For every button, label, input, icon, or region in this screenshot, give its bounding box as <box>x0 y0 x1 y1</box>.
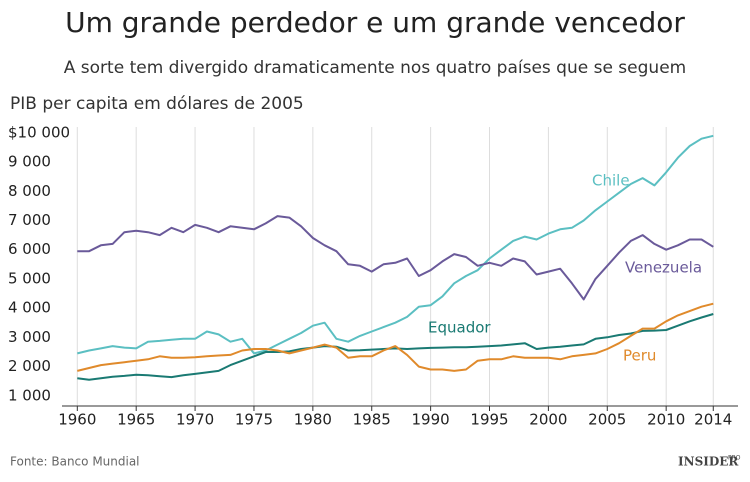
y-axis-label: PIB per capita em dólares de 2005 <box>10 94 304 114</box>
x-tick-label: 2010 <box>647 411 685 429</box>
series-label: Equador <box>428 319 491 337</box>
series-label: Peru <box>623 347 656 365</box>
y-tick-label: 4 000 <box>8 299 51 317</box>
line <box>77 302 714 372</box>
x-tick-label: 2000 <box>529 411 567 429</box>
line <box>77 134 714 355</box>
x-tick-label: 1975 <box>235 411 273 429</box>
x-tick-label: 1960 <box>58 411 96 429</box>
line <box>77 215 714 301</box>
y-tick-label: 2 000 <box>8 357 51 375</box>
series-label: Venezuela <box>625 259 702 277</box>
y-tick-label: 8 000 <box>8 182 51 200</box>
y-tick-label: 7 000 <box>8 211 51 229</box>
x-tick-label: 2014 <box>694 411 732 429</box>
y-tick-label: 6 000 <box>8 240 51 258</box>
logo: INSIDER <box>678 455 739 469</box>
line <box>77 313 714 381</box>
x-tick-label: 1980 <box>294 411 332 429</box>
x-tick-label: 1995 <box>470 411 508 429</box>
y-tick-label: $10 000 <box>8 123 70 141</box>
y-tick-label: 1 000 <box>8 386 51 404</box>
x-tick-label: 1970 <box>176 411 214 429</box>
logo-sub: PRO <box>728 455 741 462</box>
chart-title: Um grande perdedor e um grande vencedor <box>65 6 685 39</box>
x-tick-label: 2005 <box>588 411 626 429</box>
x-tick-label: 1990 <box>412 411 450 429</box>
source: Fonte: Banco Mundial <box>10 455 140 469</box>
chart-subtitle: A sorte tem divergido dramaticamente nos… <box>64 58 686 78</box>
series-label: Chile <box>592 172 630 190</box>
y-tick-label: 5 000 <box>8 269 51 287</box>
x-tick-label: 1965 <box>117 411 155 429</box>
y-tick-label: 9 000 <box>8 153 51 171</box>
y-tick-label: 3 000 <box>8 328 51 346</box>
x-tick-label: 1985 <box>353 411 391 429</box>
